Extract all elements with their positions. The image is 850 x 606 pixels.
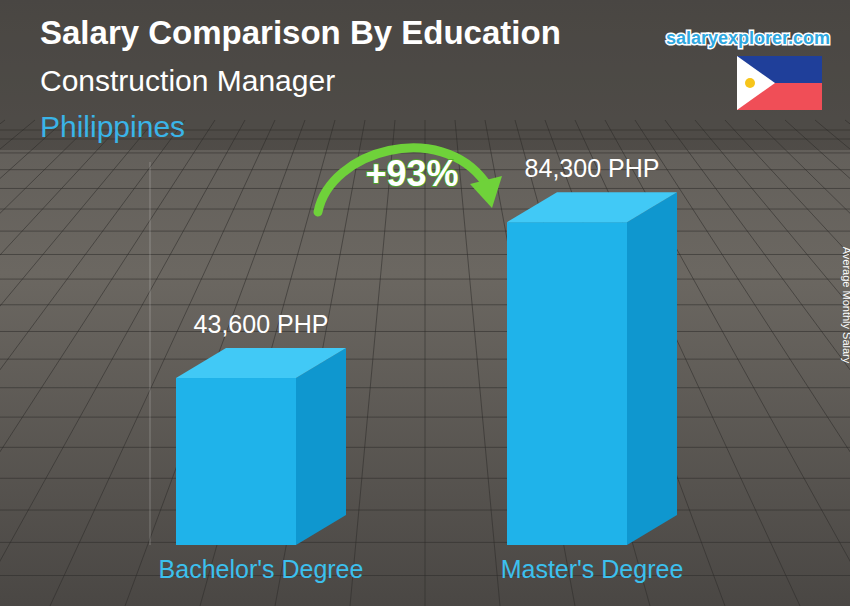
background-shade xyxy=(0,0,850,150)
category-label: Master's Degree xyxy=(501,555,684,583)
chart: 43,600 PHP Bachelor's Degree 84,300 PHP Mas… xyxy=(0,0,850,606)
value-axis xyxy=(150,162,151,545)
axis-label: Average Monthly Salary xyxy=(841,247,850,364)
background xyxy=(0,0,850,606)
subtitle: Construction Manager xyxy=(40,64,335,97)
title: Salary Comparison By Education xyxy=(40,14,561,51)
flag xyxy=(737,56,822,110)
data-label: 43,600 PHP xyxy=(194,310,329,338)
annotation: +93% xyxy=(365,153,458,194)
subtitle: Philippines xyxy=(40,110,185,143)
change-arrow xyxy=(318,148,502,212)
category-label: Bachelor's Degree xyxy=(159,555,364,583)
bar xyxy=(507,192,677,545)
bar xyxy=(176,348,346,545)
background-texture xyxy=(0,120,850,606)
bars xyxy=(176,192,677,545)
chart-root: 43,600 PHP Bachelor's Degree 84,300 PHP Mas… xyxy=(0,0,850,606)
labels: 43,600 PHP Bachelor's Degree 84,300 PHP Mas… xyxy=(159,154,684,583)
source: salaryexplorer.com xyxy=(666,28,830,48)
data-label: 84,300 PHP xyxy=(525,154,660,182)
